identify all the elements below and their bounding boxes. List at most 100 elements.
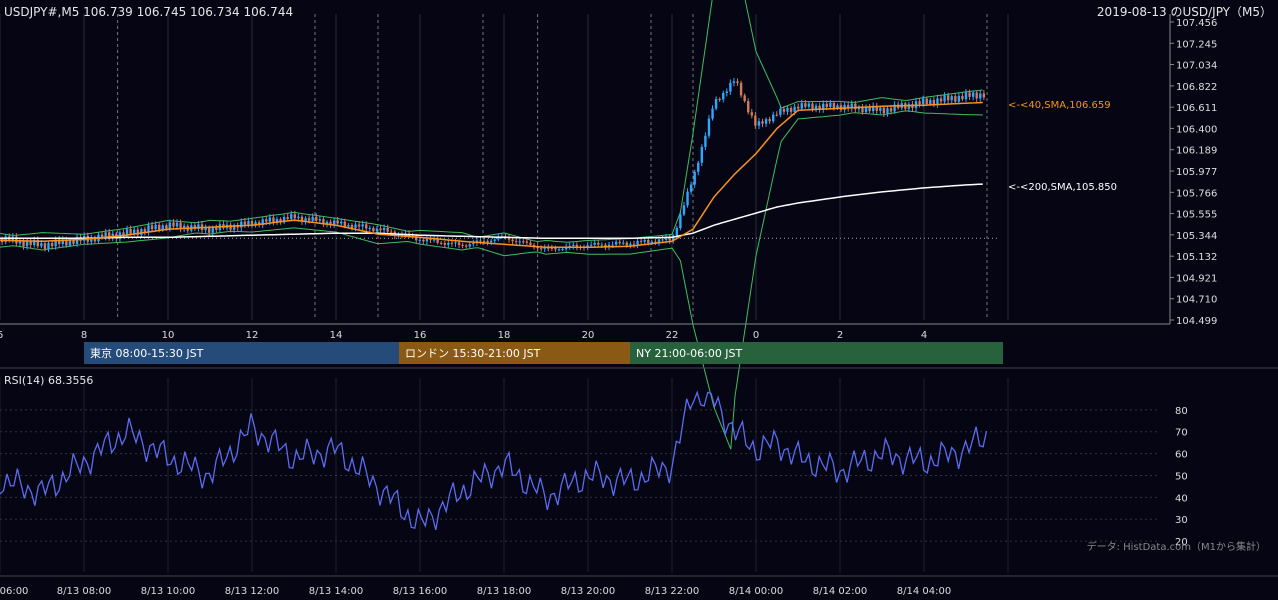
time-tick-label: 8/13 08:00 [57,586,111,597]
candle-body [600,244,604,246]
candle-body [750,112,753,116]
candle-body [929,99,932,105]
candle-body [800,103,803,109]
price-tick-label: 107.456 [1176,18,1217,29]
candle-body [132,229,136,234]
candle-body [293,214,297,219]
price-tick-label: 106.400 [1176,124,1217,135]
candle-body [90,237,93,242]
candle-body [814,105,818,110]
candle-body [129,229,132,234]
candle-body [968,92,971,97]
candle-body [261,219,264,226]
candle-body [829,102,832,107]
candle-body [172,222,175,227]
price-tick-label: 105.977 [1176,167,1217,178]
rsi-line [0,390,988,531]
bollinger-upper [0,0,983,243]
candle-body [782,108,786,112]
chart-title: 2019-08-13 のUSD/JPY（M5） [1097,5,1272,19]
candle-body [786,107,789,112]
candle-body [775,114,778,116]
candle-body [361,224,364,227]
candle-body [100,234,104,238]
candle-body [279,218,282,223]
candle-body [443,243,446,245]
sma200-line [0,183,983,240]
candle-body [850,103,853,109]
hour-tick-label: 12 [246,330,259,341]
candle-body [954,96,957,102]
candle-body [882,107,886,114]
candle-body [300,216,304,222]
rsi-tick-label: 80 [1175,406,1188,417]
hour-tick-label: 6 [0,330,3,341]
candle-body [461,244,464,246]
candle-body [979,93,982,99]
axes: 107.456 107.245 107.034 106.822 106.611 106.4… [0,14,1217,341]
data-source: データ: HistData.com（M1から集計） [1087,540,1266,553]
candle-body [375,228,379,232]
candle-body [822,103,825,110]
candle-body [921,98,925,105]
candle-body [65,239,68,246]
rsi-tick-label: 30 [1175,515,1188,526]
candle-body [729,82,732,92]
price-tick-label: 104.499 [1176,316,1217,327]
candle-body [664,237,668,241]
candle-body [539,248,543,250]
candle-body [525,241,529,243]
candle-body [961,95,964,100]
candle-body [54,239,57,247]
candle-body [507,236,511,240]
candle-body [472,243,475,245]
candle-body [379,228,382,231]
candle-body [971,92,975,97]
session-block [84,342,399,364]
candle-body [493,239,496,241]
candle-body [75,236,79,244]
candle-body [104,232,107,238]
candle-body [157,224,161,231]
hour-tick-label: 0 [753,330,759,341]
candle-body [550,247,554,249]
candle-body [18,240,22,244]
candle-body [297,216,300,219]
candle-body [479,240,482,242]
candle-body [657,239,661,244]
candle-body [950,96,953,101]
candle-body [240,221,243,228]
candle-body [386,228,389,232]
candle-body [22,240,25,247]
time-tick-label: 8/13 18:00 [477,586,531,597]
candle-body [686,191,689,206]
candle-body [643,239,646,242]
candle-body [400,234,404,236]
candle-body [372,227,375,232]
candle-body [340,221,343,224]
rsi-tick-label: 60 [1175,450,1188,461]
candle-body [454,242,457,244]
hour-tick-label: 8 [81,330,87,341]
candle-body [290,214,293,219]
candle-body [625,242,629,246]
candle-body [390,231,393,233]
candle-body [72,240,75,244]
candle-body [36,239,39,247]
candle-body [514,241,518,243]
candle-body [711,108,714,119]
candle-body [818,105,821,110]
candle-body [939,98,943,102]
candle-body [43,243,47,249]
candle-body [315,216,318,221]
time-tick-label: 8/14 04:00 [897,586,951,597]
rsi-tick-label: 20 [1175,537,1188,548]
candle-body [714,98,718,109]
hour-tick-label: 16 [414,330,427,341]
sma200-annotation: <-<200,SMA,105.850 [1008,182,1117,193]
session-label: 東京 08:00-15:30 JST [90,346,204,360]
candle-body [554,247,557,250]
candle-body [707,118,711,136]
candle-body [597,242,600,245]
